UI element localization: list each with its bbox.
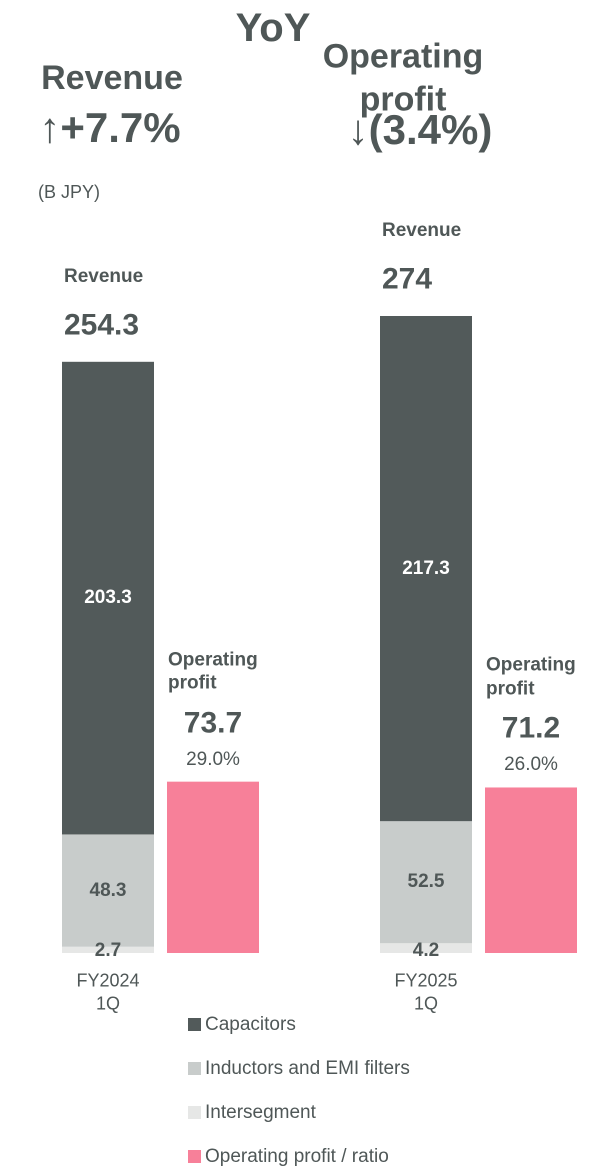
profit-ratio: 29.0% [186,748,240,770]
headline-label: Revenue [41,58,183,97]
x-tick-label: FY2024 1Q [76,970,140,1014]
data-label: 48.3 [89,879,127,901]
data-label: 217.3 [402,557,450,579]
profit-ratio: 26.0% [504,754,558,776]
profit-bar [167,781,259,953]
x-tick-label: FY2025 1Q [394,970,458,1014]
headline-change: ↓(3.4%) [347,105,493,153]
profit-value: 73.7 [183,705,243,739]
unit-label: (B JPY) [38,181,101,202]
data-label: 4.2 [412,940,440,962]
profit-bar [485,787,577,953]
legend-swatch [188,1106,201,1119]
bar-segment [62,834,154,947]
chart-title: YoY [235,6,311,50]
profit-value: 71.2 [501,711,561,745]
legend-swatch [188,1062,201,1075]
headline-change: ↑+7.7% [39,103,181,151]
legend-label: Capacitors [205,1014,296,1036]
revenue-total: 254.3 [64,308,140,342]
headline-label: Operating profit [322,37,484,119]
profit-label: Operating profit [168,648,258,694]
revenue-label: Revenue [64,265,144,287]
legend-label: Operating profit / ratio [205,1146,389,1168]
legend-swatch [188,1018,201,1031]
legend-label: Intersegment [205,1102,316,1124]
data-label: 52.5 [407,871,445,893]
revenue-total: 274 [382,262,433,296]
legend-label: Inductors and EMI filters [205,1058,410,1080]
profit-label: Operating profit [486,654,576,700]
bar-segment [380,316,472,822]
bar-segment [380,943,472,953]
bar-segment [62,361,154,835]
revenue-label: Revenue [382,220,462,242]
bar-segment [380,821,472,944]
data-label: 2.7 [94,940,122,962]
legend-swatch [188,1150,201,1163]
data-label: 203.3 [84,587,132,609]
bar-segment [62,946,154,953]
